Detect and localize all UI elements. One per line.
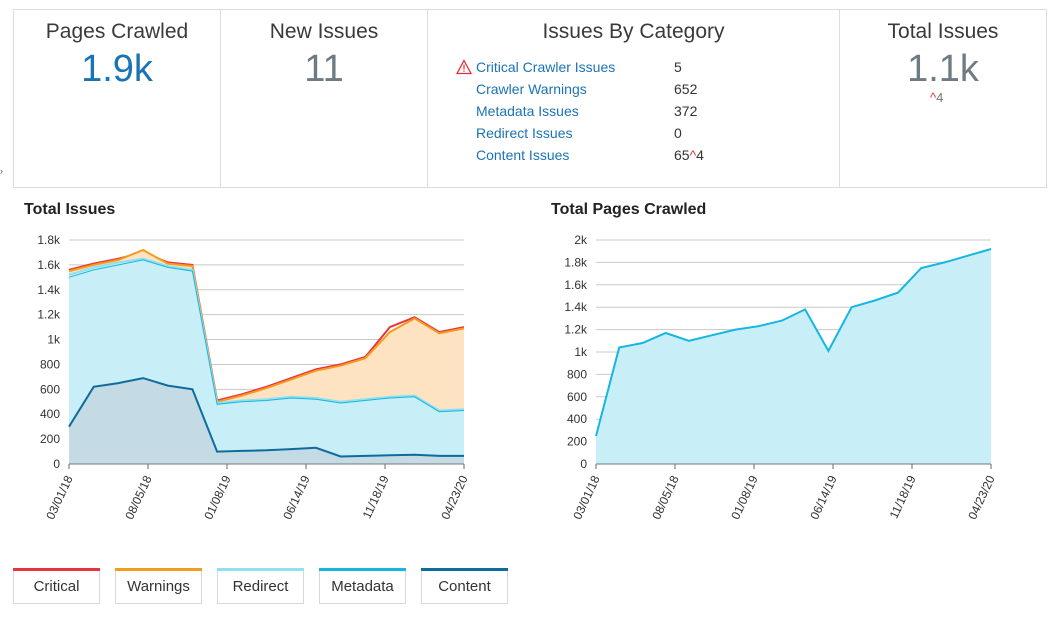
legend-metadata-label: Metadata: [331, 578, 394, 595]
total-issues-delta: ^4: [930, 90, 943, 105]
pages-crawled-value: 1.9k: [81, 48, 153, 90]
y-tick-label: 1.8k: [37, 233, 61, 247]
legend-critical-label: Critical: [33, 578, 80, 595]
y-tick-label: 200: [40, 432, 60, 446]
y-tick-label: 1.4k: [37, 283, 61, 297]
category-value-text: 372: [674, 103, 698, 119]
category-value: 65^4: [674, 145, 704, 165]
edge-mark: ›: [0, 166, 3, 176]
category-row: Critical Crawler Issues 5: [456, 57, 776, 77]
category-value-text: 5: [674, 59, 682, 75]
y-tick-label: 1k: [574, 345, 588, 359]
total-issues-chart-title: Total Issues: [24, 201, 116, 218]
series-line: [68, 259, 465, 413]
category-link[interactable]: Crawler Warnings: [476, 81, 587, 97]
series-area: [596, 249, 991, 464]
category-link[interactable]: Content Issues: [476, 147, 570, 163]
y-tick-label: 800: [567, 367, 587, 381]
y-tick-label: 1.2k: [564, 323, 588, 337]
category-link[interactable]: Redirect Issues: [476, 125, 573, 141]
y-tick-label: 1.2k: [37, 308, 61, 322]
category-link[interactable]: Metadata Issues: [476, 103, 579, 119]
series-line: [595, 248, 992, 437]
series-line: [68, 257, 465, 412]
card-pages-crawled[interactable]: Pages Crawled 1.9k: [14, 10, 221, 187]
legend-redirect-label: Redirect: [232, 578, 289, 595]
y-tick-label: 1k: [47, 333, 61, 347]
category-value-text: 65: [674, 147, 690, 163]
y-tick-label: 1.4k: [564, 300, 588, 314]
y-tick-label: 400: [567, 412, 587, 426]
legend-metadata-button[interactable]: Metadata: [319, 568, 406, 604]
issues-by-category-title: Issues By Category: [542, 20, 725, 43]
y-tick-label: 2k: [574, 233, 588, 247]
pages-crawled-title: Pages Crawled: [45, 20, 189, 43]
new-issues-title: New Issues: [269, 20, 379, 43]
category-row: Redirect Issues 0: [476, 123, 776, 143]
pages-crawled-chart[interactable]: 0 200 400 600 800 1k 1.2k 1.4k 1.6k 1.8k 2k 03/01/1…: [540, 228, 1020, 558]
legend-redirect-button[interactable]: Redirect: [217, 568, 304, 604]
x-tick-label: 03/01/18: [43, 473, 76, 522]
warning-triangle-icon: [456, 59, 472, 75]
series-area: [69, 378, 464, 464]
y-tick-label: 1.8k: [564, 255, 588, 269]
x-tick-label: 06/14/19: [807, 473, 840, 522]
chart-legend: Critical Warnings Redirect Metadata Cont…: [13, 568, 508, 604]
card-total-issues[interactable]: Total Issues 1.1k ^4: [840, 10, 1046, 187]
summary-cards: Pages Crawled 1.9k New Issues 11 Issues …: [13, 9, 1047, 188]
x-tick-label: 01/08/19: [201, 473, 234, 522]
up-arrow-icon: ^: [689, 147, 697, 163]
y-tick-label: 400: [40, 407, 60, 421]
card-new-issues[interactable]: New Issues 11: [221, 10, 428, 187]
category-value: 5: [674, 57, 682, 77]
x-tick-label: 04/23/20: [438, 473, 471, 522]
y-tick-label: 600: [567, 390, 587, 404]
x-tick-label: 06/14/19: [280, 473, 313, 522]
x-tick-label: 11/18/19: [887, 473, 919, 521]
x-tick-label: 11/18/19: [360, 473, 392, 521]
category-delta: 4: [696, 147, 704, 163]
category-row: Metadata Issues 372: [476, 101, 776, 121]
y-tick-label: 800: [40, 357, 60, 371]
total-issues-delta-value: 4: [936, 90, 944, 105]
card-issues-by-category: Issues By Category Critical Crawler Issu…: [428, 10, 840, 187]
x-tick-label: 01/08/19: [728, 473, 761, 522]
category-value-text: 0: [674, 125, 682, 141]
category-row: Crawler Warnings 652: [476, 79, 776, 99]
x-tick-label: 03/01/18: [570, 473, 603, 522]
total-issues-value: 1.1k: [907, 48, 979, 90]
series-line: [68, 248, 465, 404]
series-line: [68, 377, 464, 458]
y-tick-label: 1.6k: [564, 278, 588, 292]
legend-content-label: Content: [438, 578, 491, 595]
category-value-text: 652: [674, 81, 698, 97]
up-arrow-icon: ^: [930, 90, 937, 105]
category-value: 652: [674, 79, 697, 99]
total-issues-chart[interactable]: 0 200 400 600 800 1k 1.2k 1.4k 1.6k 1.8k 03/01/18 0…: [10, 228, 510, 558]
category-value: 0: [674, 123, 682, 143]
total-issues-title: Total Issues: [887, 20, 999, 43]
category-link[interactable]: Critical Crawler Issues: [476, 59, 616, 75]
y-tick-label: 600: [40, 382, 60, 396]
legend-warnings-label: Warnings: [127, 578, 190, 595]
y-tick-label: 1.6k: [37, 258, 61, 272]
legend-content-button[interactable]: Content: [421, 568, 508, 604]
category-row: Content Issues 65^4: [476, 145, 776, 165]
x-tick-label: 08/05/18: [649, 473, 682, 522]
legend-critical-button[interactable]: Critical: [13, 568, 100, 604]
x-tick-label: 08/05/18: [122, 473, 155, 522]
y-tick-label: 200: [567, 435, 587, 449]
legend-warnings-button[interactable]: Warnings: [115, 568, 202, 604]
category-value: 372: [674, 101, 697, 121]
x-tick-label: 04/23/20: [965, 473, 998, 522]
new-issues-value: 11: [304, 48, 344, 90]
pages-crawled-chart-title: Total Pages Crawled: [551, 201, 707, 218]
y-tick-label: 0: [580, 457, 587, 471]
y-tick-label: 0: [53, 457, 60, 471]
